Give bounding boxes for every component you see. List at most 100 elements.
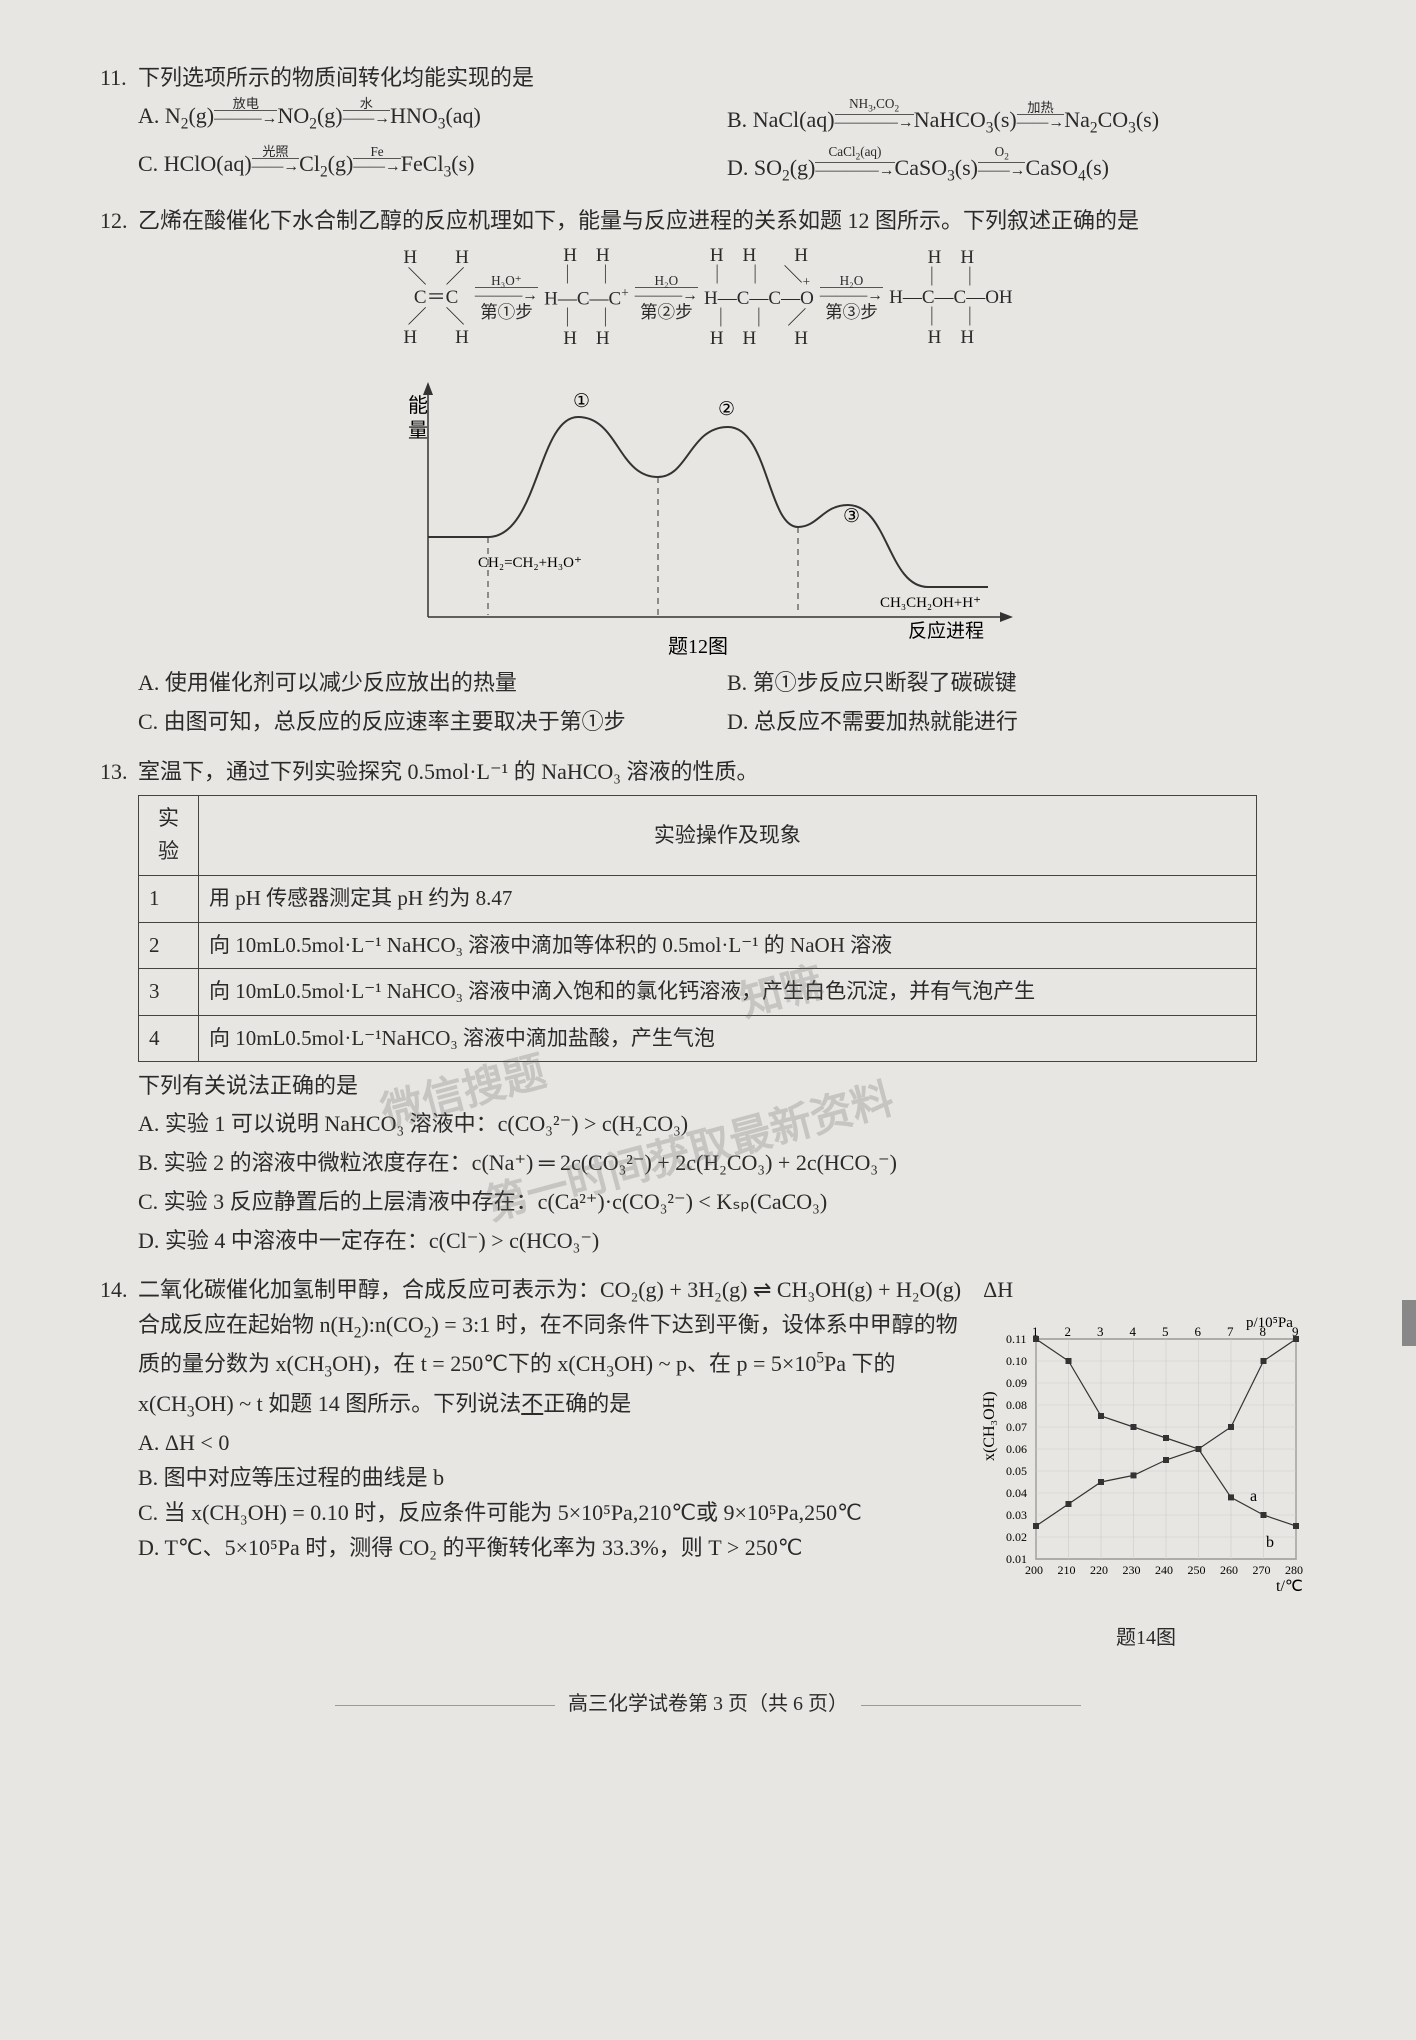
q12-option-a: A. 使用催化剂可以减少反应放出的热量 (138, 663, 727, 702)
question-11: 11. 下列选项所示的物质间转化均能实现的是 A. N2(g)放电———→NO2… (100, 60, 1316, 191)
q14-chart: p/10⁵Pa 12002210322042305240625072608270… (976, 1311, 1316, 1611)
q11-option-b: B. NaCl(aq)NH3,CO2————→NaHCO3(s)加热——→Na2… (727, 95, 1316, 143)
step2-reagent: H₂O (635, 274, 698, 288)
step2-label: 第②步 (640, 302, 693, 322)
y-axis-label-top: 能 (408, 394, 428, 417)
series-a-label: a (1250, 1488, 1257, 1505)
q13-option-d: D. 实验 4 中溶液中一定存在：c(Cl⁻) > c(HCO₃⁻) (138, 1221, 1316, 1260)
row1-text: 用 pH 传感器测定其 pH 约为 8.47 (199, 875, 1257, 922)
q12-energy-diagram: 能 量 ① ② ③ CH₂=CH₂+H₃O⁺ CH₃CH₂OH+H⁺ 反应进程 … (378, 357, 1038, 657)
footer-text: 高三化学试卷第 3 页（共 6 页） (568, 1693, 848, 1715)
svg-text:0.03: 0.03 (1006, 1508, 1027, 1522)
svg-text:2: 2 (1065, 1324, 1072, 1339)
top-axis-label: p/10⁵Pa (1246, 1315, 1293, 1331)
svg-text:270: 270 (1253, 1563, 1271, 1577)
x-axis-label: t/℃ (1276, 1578, 1303, 1595)
q14-figure-caption: 题14图 (976, 1622, 1316, 1654)
q11-stem: 下列选项所示的物质间转化均能实现的是 (138, 60, 1316, 95)
row4-text: 向 10mL0.5mol·L⁻¹NaHCO₃ 溶液中滴加盐酸，产生气泡 (199, 1015, 1257, 1062)
q13-experiment-table: 实验 实验操作及现象 1 用 pH 传感器测定其 pH 约为 8.47 2 向 … (138, 795, 1257, 1063)
q12-option-b: B. 第①步反应只断裂了碳碳键 (727, 663, 1316, 702)
row4-num: 4 (139, 1015, 199, 1062)
table-row: 4 向 10mL0.5mol·L⁻¹NaHCO₃ 溶液中滴加盐酸，产生气泡 (139, 1015, 1257, 1062)
start-species: CH₂=CH₂+H₃O⁺ (478, 555, 582, 571)
series-b-label: b (1266, 1534, 1274, 1551)
q11-option-a: A. N2(g)放电———→NO2(g)水——→HNO3(aq) (138, 95, 727, 143)
end-species: CH₃CH₂OH+H⁺ (880, 595, 981, 611)
svg-text:4: 4 (1130, 1324, 1137, 1339)
page-edge-marker (1402, 1300, 1416, 1346)
row2-num: 2 (139, 922, 199, 969)
svg-text:3: 3 (1097, 1324, 1104, 1339)
step1-reagent: H₃O⁺ (475, 274, 538, 288)
svg-text:240: 240 (1155, 1563, 1173, 1577)
q12-option-c: C. 由图可知，总反应的反应速率主要取决于第①步 (138, 702, 727, 741)
svg-text:6: 6 (1195, 1324, 1202, 1339)
svg-text:0.01: 0.01 (1006, 1552, 1027, 1566)
q13-option-c: C. 实验 3 反应静置后的上层清液中存在：c(Ca²⁺)·c(CO₃²⁻) <… (138, 1182, 1316, 1221)
table-header-exp: 实验 (139, 795, 199, 875)
q11-number: 11. (100, 60, 138, 95)
table-row: 2 向 10mL0.5mol·L⁻¹ NaHCO₃ 溶液中滴加等体积的 0.5m… (139, 922, 1257, 969)
svg-text:0.11: 0.11 (1006, 1332, 1027, 1346)
peak-1-label: ① (573, 391, 590, 412)
question-14: 14. 二氧化碳催化加氢制甲醇，合成反应可表示为：CO₂(g) + 3H₂(g)… (100, 1272, 1316, 1657)
x-axis-label: 反应进程 (908, 620, 984, 642)
q11-b-label: B. (727, 107, 747, 132)
q12-stem: 乙烯在酸催化下水合制乙醇的反应机理如下，能量与反应进程的关系如题 12 图所示。… (138, 203, 1316, 238)
peak-2-label: ② (718, 399, 735, 420)
q14-chart-container: p/10⁵Pa 12002210322042305240625072608270… (976, 1311, 1316, 1653)
q13-option-b: B. 实验 2 的溶液中微粒浓度存在：c(Na⁺) ═ 2c(CO₃²⁻) + … (138, 1143, 1316, 1182)
q13-option-a: A. 实验 1 可以说明 NaHCO₃ 溶液中：c(CO₃²⁻) > c(H₂C… (138, 1104, 1316, 1143)
svg-text:0.08: 0.08 (1006, 1398, 1027, 1412)
svg-text:0.06: 0.06 (1006, 1442, 1027, 1456)
table-row: 3 向 10mL0.5mol·L⁻¹ NaHCO₃ 溶液中滴入饱和的氯化钙溶液，… (139, 969, 1257, 1016)
svg-text:0.09: 0.09 (1006, 1376, 1027, 1390)
q11-d-label: D. (727, 155, 748, 180)
row2-text: 向 10mL0.5mol·L⁻¹ NaHCO₃ 溶液中滴加等体积的 0.5mol… (199, 922, 1257, 969)
q13-stem: 室温下，通过下列实验探究 0.5mol·L⁻¹ 的 NaHCO₃ 溶液的性质。 (138, 754, 1316, 789)
y-axis-label-bot: 量 (408, 420, 428, 442)
q13-post-text: 下列有关说法正确的是 (138, 1068, 1316, 1103)
q12-number: 12. (100, 203, 138, 238)
svg-text:260: 260 (1220, 1563, 1238, 1577)
q14-number: 14. (100, 1272, 138, 1307)
y-axis-label: x(CH₃OH) (981, 1392, 998, 1462)
q11-option-c: C. HClO(aq)光照——→Cl2(g)Fe——→FeCl3(s) (138, 143, 727, 191)
svg-text:280: 280 (1285, 1563, 1303, 1577)
q13-number: 13. (100, 754, 138, 789)
svg-text:0.10: 0.10 (1006, 1354, 1027, 1368)
svg-text:200: 200 (1025, 1563, 1043, 1577)
page-footer: 高三化学试卷第 3 页（共 6 页） (100, 1688, 1316, 1720)
svg-text:7: 7 (1227, 1324, 1234, 1339)
q11-c-label: C. (138, 151, 158, 176)
step3-label: 第③步 (825, 302, 878, 322)
svg-text:0.04: 0.04 (1006, 1486, 1027, 1500)
svg-text:0.02: 0.02 (1006, 1530, 1027, 1544)
table-header-desc: 实验操作及现象 (199, 795, 1257, 875)
q12-mechanism-diagram: H H＼ ／C＝C／ ＼H H H₃O⁺———→第①步 H H｜ ｜H—C—C+… (100, 246, 1316, 349)
question-13: 13. 室温下，通过下列实验探究 0.5mol·L⁻¹ 的 NaHCO₃ 溶液的… (100, 754, 1316, 1261)
question-12: 12. 乙烯在酸催化下水合制乙醇的反应机理如下，能量与反应进程的关系如题 12 … (100, 203, 1316, 742)
q11-option-d: D. SO2(g)CaCl2(aq)————→CaSO3(s)O2——→CaSO… (727, 143, 1316, 191)
svg-text:210: 210 (1058, 1563, 1076, 1577)
svg-text:8: 8 (1260, 1324, 1267, 1339)
svg-text:0.05: 0.05 (1006, 1464, 1027, 1478)
step1-label: 第①步 (480, 302, 533, 322)
table-row: 1 用 pH 传感器测定其 pH 约为 8.47 (139, 875, 1257, 922)
q14-stem1: 二氧化碳催化加氢制甲醇，合成反应可表示为：CO₂(g) + 3H₂(g) ⇌ C… (138, 1272, 1316, 1307)
svg-text:230: 230 (1123, 1563, 1141, 1577)
q11-a-label: A. (138, 103, 159, 128)
row3-num: 3 (139, 969, 199, 1016)
row1-num: 1 (139, 875, 199, 922)
svg-text:250: 250 (1188, 1563, 1206, 1577)
svg-text:0.07: 0.07 (1006, 1420, 1027, 1434)
row3-text: 向 10mL0.5mol·L⁻¹ NaHCO₃ 溶液中滴入饱和的氯化钙溶液，产生… (199, 969, 1257, 1016)
svg-text:220: 220 (1090, 1563, 1108, 1577)
peak-3-label: ③ (843, 506, 860, 527)
svg-text:5: 5 (1162, 1324, 1169, 1339)
not-underline: 不 (521, 1391, 543, 1416)
q12-figure-caption: 题12图 (668, 636, 728, 657)
step3-reagent: H₂O (820, 274, 883, 288)
q12-option-d: D. 总反应不需要加热就能进行 (727, 702, 1316, 741)
